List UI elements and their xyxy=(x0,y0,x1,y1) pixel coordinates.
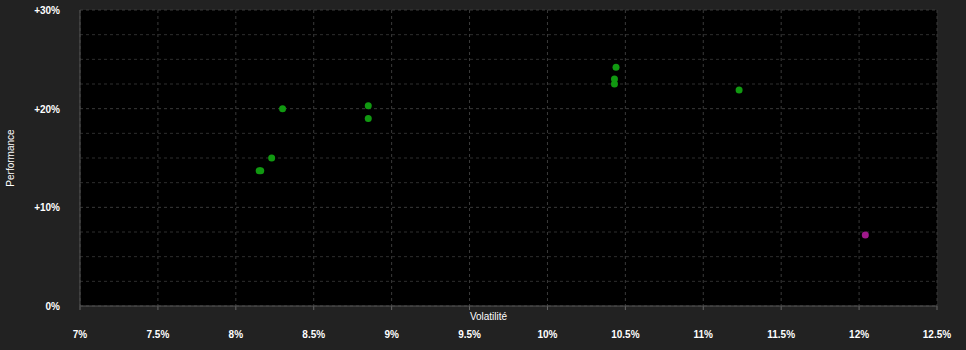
x-grid-line xyxy=(703,10,704,306)
x-tick xyxy=(157,306,158,310)
x-tick-label: 10% xyxy=(537,329,557,340)
points xyxy=(256,64,869,239)
x-tick-label: 7% xyxy=(73,329,88,340)
x-tick-label: 12.5% xyxy=(923,329,951,340)
x-grid-line xyxy=(859,10,860,306)
y-minor-grid-line xyxy=(80,281,937,282)
point xyxy=(613,64,620,71)
grid xyxy=(80,10,937,310)
plot-area xyxy=(80,10,937,306)
x-grid-line xyxy=(547,10,548,306)
x-tick xyxy=(703,306,704,310)
y-tick-label: +10% xyxy=(34,202,60,213)
y-minor-grid-line xyxy=(80,133,937,134)
x-tick-label: 11% xyxy=(694,329,714,340)
point xyxy=(611,81,618,88)
point xyxy=(257,167,264,174)
x-tick-label: 10.5% xyxy=(611,329,639,340)
y-axis-title: Performance xyxy=(5,129,16,187)
y-axis xyxy=(80,10,81,306)
y-minor-grid-line xyxy=(80,182,937,183)
y-grid-line xyxy=(80,10,937,11)
y-minor-grid-line xyxy=(80,256,937,257)
x-tick xyxy=(937,306,938,310)
y-minor-grid-line xyxy=(80,84,937,85)
x-axis-title: Volatilité xyxy=(470,311,508,322)
x-tick xyxy=(469,306,470,310)
point xyxy=(862,231,869,238)
point xyxy=(365,102,372,109)
x-grid-line xyxy=(80,10,81,306)
y-tick-label: +30% xyxy=(34,5,60,16)
y-minor-grid-line xyxy=(80,232,937,233)
x-tick-label: 9.5% xyxy=(458,329,481,340)
labels: 7% 7.5% 8% 8.5% 9% 9.5% 10% 10.5% 11% 11.5% 12% 12.… xyxy=(5,5,951,340)
y-grid-line xyxy=(80,306,937,307)
point xyxy=(736,86,743,93)
y-minor-grid-line xyxy=(80,34,937,35)
x-grid-line xyxy=(469,10,470,306)
y-tick-label: +20% xyxy=(34,104,60,115)
x-tick xyxy=(235,306,236,310)
y-grid-line xyxy=(80,207,937,208)
x-grid-line xyxy=(391,10,392,306)
x-tick xyxy=(547,306,548,310)
x-tick-label: 9% xyxy=(384,329,399,340)
y-minor-grid-line xyxy=(80,158,937,159)
y-tick-label: 0% xyxy=(46,301,61,312)
x-tick-label: 12% xyxy=(849,329,869,340)
x-axis xyxy=(80,306,937,307)
x-tick-label: 7.5% xyxy=(147,329,170,340)
x-tick-label: 8% xyxy=(229,329,244,340)
x-tick-label: 11.5% xyxy=(767,329,795,340)
point xyxy=(279,105,286,112)
x-tick xyxy=(391,306,392,310)
point xyxy=(365,115,372,122)
chart: 7% 7.5% 8% 8.5% 9% 9.5% 10% 10.5% 11% 11.5% 12% 12.… xyxy=(0,0,966,350)
x-tick xyxy=(859,306,860,310)
y-minor-grid-line xyxy=(80,59,937,60)
y-grid-line xyxy=(80,108,937,109)
x-tick xyxy=(80,306,81,310)
x-tick xyxy=(313,306,314,310)
x-grid-line xyxy=(781,10,782,306)
point xyxy=(268,155,275,162)
background xyxy=(0,0,966,350)
x-grid-line xyxy=(625,10,626,306)
x-tick-label: 8.5% xyxy=(302,329,325,340)
x-tick xyxy=(781,306,782,310)
x-tick xyxy=(625,306,626,310)
